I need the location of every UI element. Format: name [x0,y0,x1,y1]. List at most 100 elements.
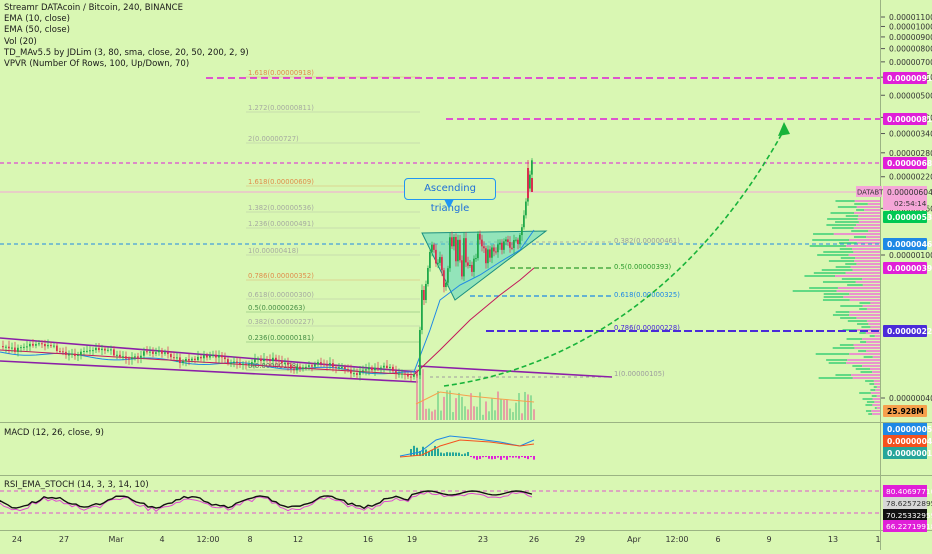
price-badge [883,113,927,125]
vpvr-bar-down [862,305,880,307]
vpvr-bar-down [849,239,880,241]
fib-label: 0.236(0.00000181) [248,334,314,342]
vpvr-bar-down [872,413,880,415]
time-tick-label: 26 [529,535,539,544]
fib-label: 0.5(0.00000393) [614,263,672,271]
macd-histogram-bar [521,456,523,458]
vpvr-bar-down [868,230,880,232]
candle-body [421,290,423,330]
volume-bar [518,393,520,420]
candle-body [173,357,175,359]
candle-body [531,178,533,192]
time-axis[interactable]: 24 27 Mar 4 12:00 8 12 16 19 23 26 29 Apr 12:00 6 9 13 1 [12,535,881,544]
rsi-badge [883,520,927,532]
candle-body [197,356,199,361]
volume-bar [428,408,430,420]
macd-histogram-bar [500,456,502,460]
vpvr-bar-up [858,350,867,352]
macd-histogram-bar [413,445,415,456]
vpvr-bar-up [859,392,871,394]
macd-histogram-bar [440,452,442,456]
candle-body [218,355,220,358]
candle-body [137,356,139,358]
candle-body [134,356,136,358]
vpvr-bar-up [840,257,856,259]
macd-badge-label: 0.00000054 [887,425,932,434]
vpvr-bar-down [834,275,880,277]
candle-body [485,248,487,264]
vpvr-bar-up [859,302,871,304]
macd-histogram-bar [458,452,460,456]
vpvr-bar-down [872,356,880,358]
ascending-triangle-callout[interactable]: Ascending triangle [404,178,496,214]
candle-body [338,367,340,369]
candle-body [365,369,367,371]
candle-body [176,357,178,359]
macd-histogram-bar [449,452,451,456]
macd-histogram-bar [518,456,520,459]
candle-body [251,362,253,365]
price-badge [883,238,927,250]
macd-histogram-bar [428,451,430,456]
candle-body [429,252,431,268]
candle-body [164,352,166,354]
candle-body [284,362,286,364]
time-tick-label: 16 [363,535,373,544]
volume-bar [485,401,487,420]
vpvr-bar-up [857,323,869,325]
vpvr-bar-up [828,362,847,364]
candle-body [503,241,505,250]
fib-label: 0.382(0.00000227) [248,318,314,326]
vpvr-bar-up [792,290,837,292]
macd-histogram-bar [455,452,457,456]
candle-body [272,357,274,362]
candle-body [479,233,481,240]
vpvr-bar-down [852,248,880,250]
vpvr-bar-down [856,206,880,208]
vpvr-bar-up [837,206,857,208]
rsi-badge-label: 70.25332959 [886,511,932,520]
fib-label: 1.382(0.00000536) [248,204,314,212]
candle-body [182,361,184,364]
candle-body [383,365,385,368]
projection-arrow [443,122,790,387]
macd-histogram-bar [512,456,514,458]
macd-histogram-bar [530,456,532,458]
ascending-triangle [421,230,548,301]
candle-body [179,357,181,364]
candle-body [20,347,22,349]
candle-body [95,347,97,351]
fib-label: 1.272(0.00000811) [248,104,314,112]
vpvr-bar-down [847,359,880,361]
time-tick-label: 9 [766,535,771,544]
vpvr-bar-up [870,389,876,391]
price-badge-label: 0.00000682 [887,159,932,168]
vpvr-bar-up [868,413,873,415]
candle-body [275,357,277,361]
candle-body [71,353,73,355]
macd-histogram-bar [497,456,499,458]
vpvr-bar-up [828,260,855,262]
vpvr-bar-down [862,338,880,340]
volume-bar [467,409,469,420]
candle-body [269,359,271,362]
vpvr-bar-up [812,239,850,241]
vpvr-bar-down [848,254,880,256]
price-badge-label: 0.00000533 [887,213,932,222]
candle-body [191,358,193,361]
vpvr-bar-down [853,344,880,346]
candle-body [371,367,373,371]
vpvr-bar-up [845,215,859,217]
candle-body [347,369,349,371]
candle-body [230,362,232,364]
candle-body [481,239,483,247]
candle-body [451,237,453,247]
candle-body [5,346,7,348]
macd-histogram-bar [467,452,469,456]
vpvr-bar-up [855,368,871,370]
candle-body [17,347,19,352]
candle-body [461,260,463,277]
candle-body [281,360,283,364]
candle-body [465,238,467,263]
